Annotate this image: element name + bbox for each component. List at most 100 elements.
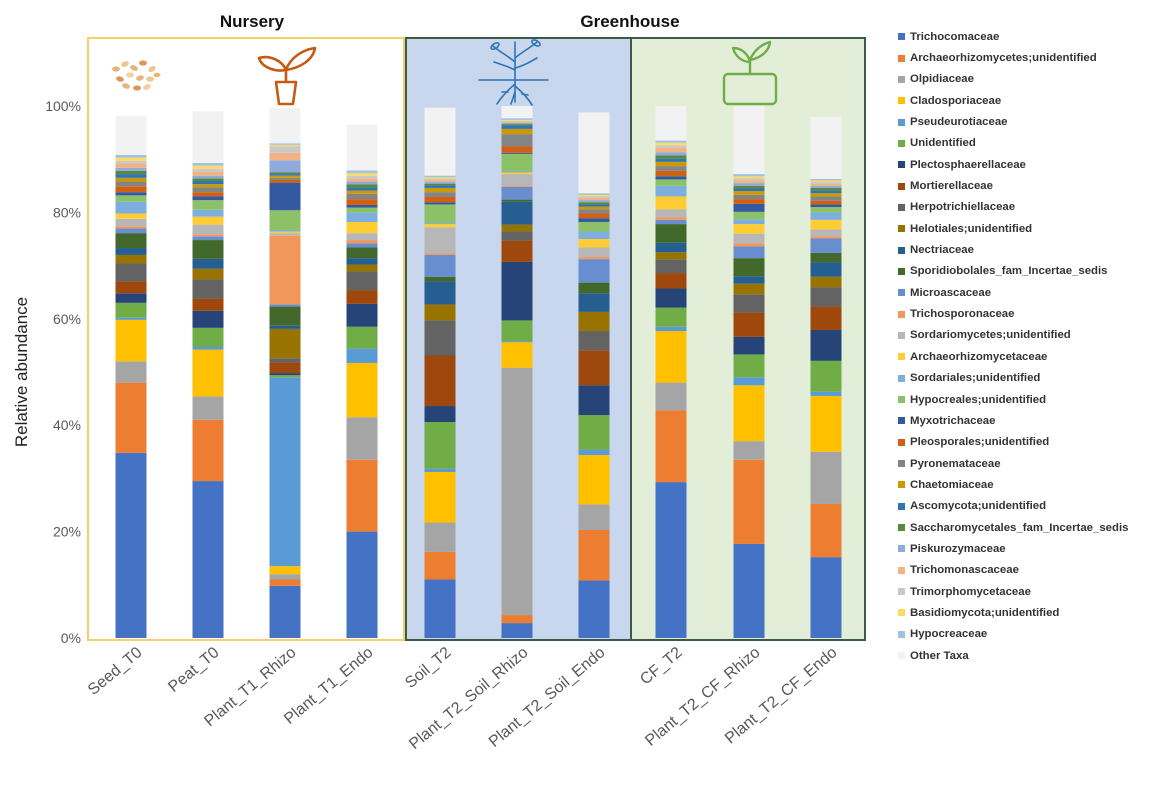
- legend-label: Cladosporiaceae: [910, 94, 1002, 107]
- bar-segment: [810, 178, 842, 181]
- bar-segment: [192, 216, 224, 225]
- legend-item: Pseudeurotiaceae: [898, 111, 1154, 132]
- bar-segment: [346, 290, 378, 304]
- bar-segment: [115, 163, 147, 168]
- bar-segment: [733, 180, 765, 184]
- legend-label: Hypocreaceae: [910, 628, 988, 641]
- bar-segment: [578, 218, 610, 222]
- bar-segment: [424, 468, 456, 473]
- bar-stack: [269, 108, 301, 638]
- bar-segment: [501, 125, 533, 129]
- bar-segment: [192, 268, 224, 280]
- bar-segment: [269, 235, 301, 305]
- y-axis-ticks: 0% 20% 40% 60% 80% 100%: [45, 98, 81, 646]
- bar-segment: [733, 312, 765, 337]
- bar-segment: [269, 574, 301, 580]
- bar-segment: [810, 306, 842, 330]
- bar-segment: [655, 242, 687, 253]
- legend-swatch: [898, 267, 905, 275]
- legend-label: Trichocomaceae: [910, 30, 1000, 43]
- bar-segment: [115, 213, 147, 219]
- bar-segment: [810, 187, 842, 191]
- bar-segment: [810, 183, 842, 186]
- bar-segment: [810, 212, 842, 220]
- legend-label: Sporidiobolales_fam_Incertae_sedis: [910, 265, 1108, 278]
- bar-segment: [346, 258, 378, 265]
- bar-segment: [655, 176, 687, 180]
- legend-label: Other Taxa: [910, 649, 969, 662]
- legend-swatch: [898, 609, 905, 617]
- bar-segment: [501, 123, 533, 125]
- bar-segment: [115, 186, 147, 193]
- legend-label: Basidiomycota;unidentified: [910, 606, 1060, 619]
- bar-segment: [269, 566, 301, 575]
- bar-segment: [655, 482, 687, 638]
- legend-swatch: [898, 374, 905, 382]
- bar-segment: [810, 557, 842, 638]
- bar-segment: [655, 217, 687, 220]
- bar-segment: [733, 224, 765, 234]
- bar-segment: [346, 190, 378, 194]
- bar-segment: [115, 174, 147, 178]
- bar-segment: [578, 231, 610, 239]
- legend-item: Trichocomaceae: [898, 26, 1154, 47]
- bar-segment: [733, 106, 765, 175]
- bar-segment: [655, 259, 687, 274]
- legend-label: Myxotrichaceae: [910, 414, 996, 427]
- bar-segment: [578, 415, 610, 450]
- legend-swatch: [898, 524, 905, 532]
- legend-item: Other Taxa: [898, 645, 1154, 666]
- bar-segment: [115, 226, 147, 229]
- bar-segment: [655, 148, 687, 153]
- legend-swatch: [898, 588, 905, 596]
- bar-segment: [810, 391, 842, 396]
- bar-segment: [269, 579, 301, 586]
- bar-segment: [346, 193, 378, 200]
- legend-swatch: [898, 630, 905, 638]
- plant-sprout-icon: [257, 46, 317, 106]
- bar-segment: [810, 262, 842, 277]
- bar-segment: [578, 293, 610, 312]
- legend-swatch: [898, 54, 905, 62]
- bar-segment: [269, 179, 301, 183]
- legend-swatch: [898, 396, 905, 404]
- roots-icon: [478, 39, 549, 106]
- bar-segment: [578, 311, 610, 332]
- bar-segment: [115, 319, 147, 362]
- bar-segment: [733, 385, 765, 442]
- bar-segment: [733, 219, 765, 225]
- bar-segment: [578, 385, 610, 416]
- legend-item: Pyronemataceae: [898, 453, 1154, 474]
- legend-label: Pleosporales;unidentified: [910, 436, 1050, 449]
- legend-swatch: [898, 566, 905, 574]
- bar-segment: [115, 115, 147, 155]
- bar-segment: [578, 504, 610, 531]
- bar-segment: [810, 196, 842, 201]
- bar-segment: [578, 350, 610, 386]
- legend-swatch: [898, 417, 905, 425]
- bar-segment: [115, 293, 147, 303]
- bar-segment: [810, 219, 842, 230]
- bar-segment: [269, 174, 301, 176]
- bar-segment: [192, 236, 224, 241]
- bar-segment: [733, 174, 765, 177]
- legend-item: Trichosporonaceae: [898, 303, 1154, 324]
- bar-segment: [192, 419, 224, 482]
- legend-swatch: [898, 246, 905, 254]
- bar-segment: [810, 276, 842, 288]
- bar-segment: [192, 192, 224, 197]
- y-tick-label: 60%: [53, 311, 81, 327]
- bar-segment: [810, 229, 842, 237]
- legend-label: Saccharomycetales_fam_Incertae_sedis: [910, 521, 1129, 534]
- legend-swatch: [898, 139, 905, 147]
- bar-segment: [578, 206, 610, 210]
- bar-segment: [269, 146, 301, 153]
- legend-item: Sporidiobolales_fam_Incertae_sedis: [898, 261, 1154, 282]
- bar-segment: [424, 355, 456, 407]
- potted-plant-icon: [722, 40, 778, 106]
- bar-segment: [655, 142, 687, 146]
- x-axis-labels: Seed_T0 Peat_T0Plant_T1_RhizoPlant_T1_End…: [85, 644, 841, 753]
- bar-segment: [269, 306, 301, 326]
- bar-segment: [269, 325, 301, 329]
